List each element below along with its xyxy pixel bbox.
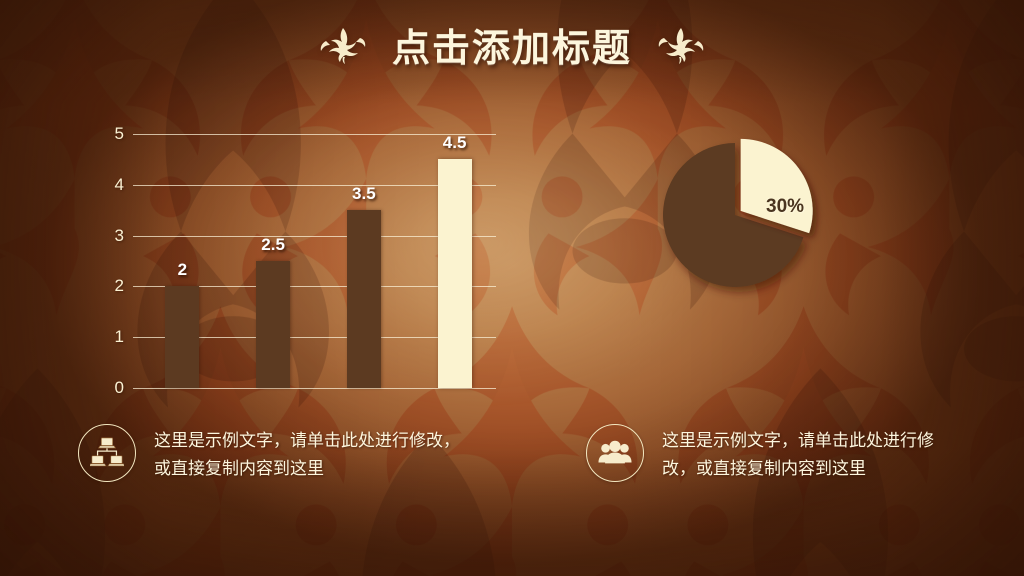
bar-item[interactable]: 2 (165, 118, 200, 388)
y-axis-tick-label: 3 (114, 225, 124, 245)
gridline (133, 235, 496, 237)
gridline (133, 134, 496, 135)
bar (437, 159, 472, 388)
callout-right: 这里是示例文字，请单击此处进行修改，或直接复制内容到这里 (586, 424, 986, 482)
y-axis-tick-label: 1 (114, 327, 124, 347)
page-title: 点击添加标题 (391, 27, 632, 70)
damask-flourish-left-icon (320, 24, 366, 64)
gridline (133, 286, 496, 288)
bar-item[interactable]: 2.5 (256, 118, 291, 388)
title-bar: 点击添加标题 (0, 14, 1024, 74)
pie-slice[interactable] (663, 143, 804, 287)
bar-value-label: 3.5 (352, 184, 376, 204)
bar-value-label: 2 (177, 260, 188, 280)
gridline (133, 337, 496, 339)
pie-slice-label: 30% (766, 196, 805, 217)
group-people-icon (586, 424, 644, 482)
bar-item[interactable]: 3.5 (346, 118, 381, 388)
bar-value-label: 4.5 (442, 133, 467, 153)
y-axis-tick-label: 5 (114, 124, 124, 143)
callout-right-text: 这里是示例文字，请单击此处进行修改，或直接复制内容到这里 (662, 431, 934, 478)
gridline (133, 388, 496, 389)
y-axis-tick-label: 4 (114, 174, 124, 194)
bar-value-label: 2.5 (261, 235, 285, 254)
network-computers-icon (78, 424, 136, 482)
bar (256, 261, 291, 388)
damask-flourish-right-icon (658, 24, 704, 64)
y-axis-tick-label: 2 (114, 276, 124, 296)
pie-chart: 30% (645, 118, 855, 318)
bar-chart-series: 2 2.5 3.5 4.5 (133, 118, 496, 388)
bar-chart: 0 1 2 3 4 5 2 2.5 3.5 4.5 (96, 118, 496, 397)
bar (165, 286, 200, 388)
callout-left: 这里是示例文字，请单击此处进行修改，或直接复制内容到这里 (78, 424, 548, 482)
callout-left-text: 这里是示例文字，请单击此处进行修改，或直接复制内容到这里 (154, 431, 460, 478)
bar-item[interactable]: 4.5 (437, 118, 472, 388)
gridline (133, 184, 496, 186)
y-axis-tick-label: 0 (114, 378, 124, 397)
pie-slice[interactable] (740, 138, 813, 234)
pie-slice-group (663, 138, 813, 287)
bar (346, 210, 381, 388)
